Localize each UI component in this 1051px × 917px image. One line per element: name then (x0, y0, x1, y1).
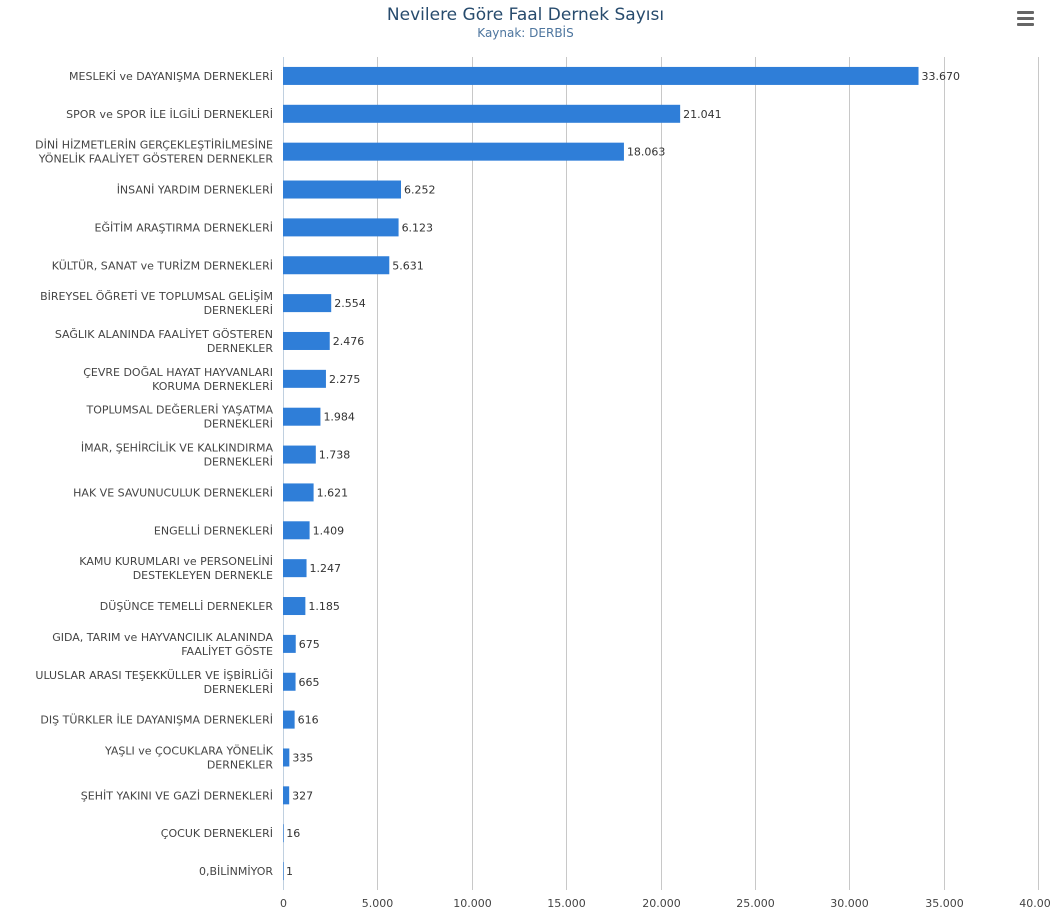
bar[interactable] (283, 66, 919, 85)
bar[interactable] (283, 672, 296, 691)
chart-title: Nevilere Göre Faal Dernek Sayısı (386, 5, 665, 25)
bar[interactable] (283, 824, 284, 843)
bar[interactable] (283, 104, 681, 123)
bar[interactable] (283, 407, 321, 426)
category-label: SPOR ve SPOR İLE İLGİLİ DERNEKLERİ (66, 108, 273, 121)
category-label: YAŞLI ve ÇOCUKLARA YÖNELİK DERNEKLER (104, 744, 274, 771)
x-tick-label: 0 (280, 897, 287, 910)
bar[interactable] (283, 748, 290, 767)
category-label: 0,BİLİNMİYOR (199, 865, 273, 878)
category-label: EĞİTİM ARAŞTIRMA DERNEKLERİ (95, 221, 273, 234)
value-label: 327 (292, 789, 313, 802)
value-label: 1.984 (323, 411, 355, 424)
category-label: İMAR, ŞEHİRCİLİK VE KALKINDIRMA DERNEKLER… (81, 442, 274, 469)
x-tick-label: 25.000 (736, 897, 775, 910)
bar[interactable] (283, 445, 316, 464)
value-label: 675 (299, 638, 320, 651)
category-label: İNSANİ YARDIM DERNEKLERİ (117, 184, 273, 197)
bar[interactable] (283, 597, 306, 616)
bar[interactable] (283, 142, 624, 161)
value-label: 665 (299, 676, 320, 689)
value-label: 1 (286, 865, 293, 878)
value-label: 33.670 (922, 70, 961, 83)
category-label: DIŞ TÜRKLER İLE DAYANIŞMA DERNEKLERİ (40, 714, 273, 727)
category-label: TOPLUMSAL DEĞERLERİ YAŞATMA DERNEKLERİ (86, 404, 274, 431)
value-label: 6.252 (404, 184, 436, 197)
value-label: 1.185 (308, 600, 340, 613)
x-tick-label: 35.000 (925, 897, 964, 910)
x-tick-label: 40.000 (1019, 897, 1051, 910)
hamburger-menu-icon[interactable] (1015, 8, 1037, 28)
x-tick-label: 5.000 (362, 897, 394, 910)
value-label: 2.476 (333, 335, 365, 348)
chart-subtitle: Kaynak: DERBİS (477, 26, 574, 40)
bar[interactable] (283, 634, 296, 653)
bar[interactable] (283, 483, 314, 502)
x-tick-label: 20.000 (642, 897, 681, 910)
bar[interactable] (283, 710, 295, 729)
category-label: BİREYSEL ÖĞRETİ VE TOPLUMSAL GELİŞİM DERN… (40, 290, 273, 317)
category-label: ÇOCUK DERNEKLERİ (161, 827, 273, 840)
value-label: 21.041 (683, 108, 722, 121)
category-label: MESLEKİ ve DAYANIŞMA DERNEKLERİ (69, 70, 273, 83)
category-label: HAK VE SAVUNUCULUK DERNEKLERİ (73, 486, 273, 499)
bar[interactable] (283, 256, 390, 275)
bar[interactable] (283, 218, 399, 237)
value-labels: 33.670 21.041 18.063 6.252 6.123 5.631 2.554 2.… (286, 70, 960, 878)
value-label: 16 (286, 827, 300, 840)
value-label: 616 (298, 714, 319, 727)
category-label: ÇEVRE DOĞAL HAYAT HAYVANLARI KORUMA DERNE… (83, 366, 273, 393)
value-label: 335 (292, 751, 313, 764)
category-label: GIDA, TARIM ve HAYVANCILIK ALANINDA FAALİ… (52, 631, 273, 658)
x-tick-label: 15.000 (547, 897, 586, 910)
category-label: DİNİ HİZMETLERİN GERÇEKLEŞTİRİLMESİNE YÖN… (35, 139, 273, 166)
value-label: 18.063 (627, 146, 666, 159)
x-axis-ticks: 0 5.000 10.000 15.000 20.000 25.000 30.000 35.0… (280, 897, 1051, 910)
bar[interactable] (283, 369, 326, 388)
bar[interactable] (283, 180, 402, 199)
bar[interactable] (283, 786, 290, 805)
value-label: 2.275 (329, 373, 361, 386)
bar[interactable] (283, 559, 307, 578)
value-label: 6.123 (402, 221, 434, 234)
x-tick-label: 10.000 (453, 897, 492, 910)
category-label: SAĞLIK ALANINDA FAALİYET GÖSTEREN DERNEKL… (55, 328, 274, 355)
value-label: 1.738 (319, 449, 351, 462)
bars (283, 66, 919, 881)
x-tick-label: 30.000 (830, 897, 869, 910)
value-label: 5.631 (392, 259, 424, 272)
value-label: 2.554 (334, 297, 366, 310)
category-label: ULUSLAR ARASI TEŞEKKÜLLER VE İŞBİRLİĞİ DE… (35, 669, 273, 696)
category-label: KÜLTÜR, SANAT ve TURİZM DERNEKLERİ (52, 259, 273, 272)
value-label: 1.247 (310, 562, 342, 575)
value-label: 1.621 (317, 486, 349, 499)
category-label: ŞEHİT YAKINI VE GAZİ DERNEKLERİ (81, 789, 273, 802)
category-label: KAMU KURUMLARI ve PERSONELİNİ DESTEKLEYEN… (79, 555, 273, 582)
category-label: ENGELLİ DERNEKLERİ (154, 524, 273, 537)
category-labels: MESLEKİ ve DAYANIŞMA DERNEKLERİ SPOR ve S… (35, 70, 274, 878)
bar[interactable] (283, 294, 332, 313)
category-label: DÜŞÜNCE TEMELLİ DERNEKLER (100, 600, 274, 613)
value-label: 1.409 (313, 524, 345, 537)
bar[interactable] (283, 331, 330, 350)
bar[interactable] (283, 521, 310, 540)
bar[interactable] (283, 862, 284, 881)
